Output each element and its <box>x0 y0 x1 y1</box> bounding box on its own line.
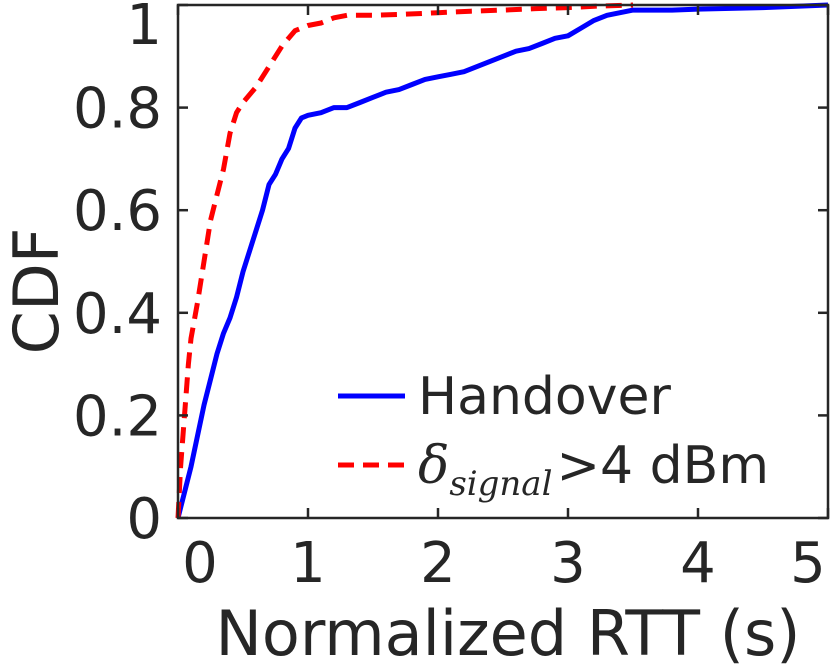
legend-label-handover: Handover <box>418 367 672 427</box>
series-line-delta-signal <box>175 2 634 519</box>
x-tick-label: 3 <box>550 531 586 596</box>
x-axis-label: Normalized RTT (s) <box>216 597 801 666</box>
y-tick-label: 0 <box>126 487 162 552</box>
y-tick-label: 0.8 <box>73 77 162 142</box>
x-tick-label: 1 <box>290 531 326 596</box>
x-tick-label: 0 <box>182 531 218 596</box>
x-tick-label: 4 <box>680 531 716 596</box>
ticks-layer: 0 1 2 3 4 5 0 0.2 0.4 0.6 0.8 1 <box>73 0 830 596</box>
y-tick-label: 0.6 <box>73 179 162 244</box>
y-tick-label: 0.2 <box>73 384 162 449</box>
legend-label-delta: δsignal>4 dBm <box>418 436 769 504</box>
x-tick-label: 5 <box>790 531 826 596</box>
y-tick-label: 1 <box>126 0 162 58</box>
legend: Handover δsignal>4 dBm <box>338 367 769 504</box>
legend-delta-suffix: >4 dBm <box>556 436 769 496</box>
legend-delta-subscript: signal <box>449 464 552 504</box>
x-tick-label: 2 <box>420 531 456 596</box>
axes-box <box>176 3 830 520</box>
legend-delta-symbol: δ <box>418 436 449 496</box>
series-layer <box>175 2 829 519</box>
series-line-handover <box>175 2 829 519</box>
y-tick-label: 0.4 <box>73 282 162 347</box>
y-axis-label: CDF <box>0 228 73 355</box>
